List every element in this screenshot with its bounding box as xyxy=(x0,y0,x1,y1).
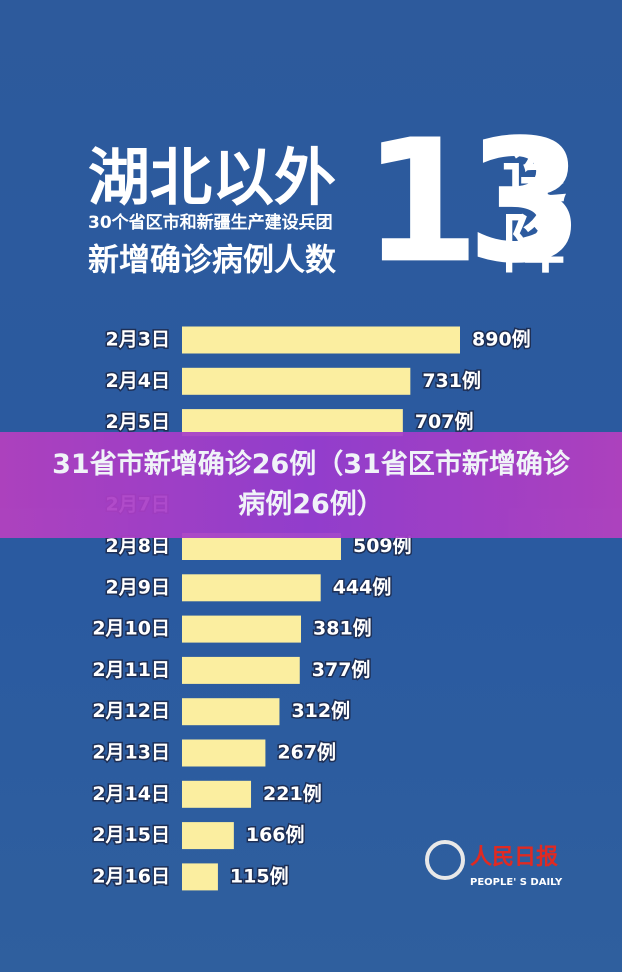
bar xyxy=(182,326,460,354)
bar xyxy=(182,574,321,602)
category-label: 2月9日 xyxy=(106,576,170,598)
banner-text: 31省市新增确诊26例（31省区市新增确诊病例26例） xyxy=(52,449,570,520)
bar xyxy=(182,739,266,767)
logo-english: PEOPLE' S DAILY xyxy=(470,877,563,888)
title: 湖北以外 xyxy=(88,141,336,214)
value-label: 312例 xyxy=(291,699,350,722)
logo-name: 人民日报 xyxy=(470,845,558,870)
category-label: 2月5日 xyxy=(106,411,170,433)
value-label: 731例 xyxy=(422,369,481,392)
category-label: 2月8日 xyxy=(106,535,170,557)
banner: 31省市新增确诊26例（31省区市新增确诊病例26例） xyxy=(0,432,622,538)
bar xyxy=(182,780,252,808)
category-label: 2月4日 xyxy=(106,370,170,392)
category-label: 2月15日 xyxy=(92,824,170,846)
category-label: 2月16日 xyxy=(92,865,170,887)
value-label: 267例 xyxy=(277,741,336,764)
category-label: 2月13日 xyxy=(92,742,170,764)
bar xyxy=(182,367,411,395)
tagline: 连降 xyxy=(491,140,565,280)
bar xyxy=(182,409,403,437)
logo-icon xyxy=(425,840,465,880)
big-number: 13 xyxy=(362,103,571,301)
value-label: 707例 xyxy=(415,410,474,433)
bar xyxy=(182,656,300,684)
value-label: 444例 xyxy=(333,575,392,598)
category-label: 2月10日 xyxy=(92,618,170,640)
value-label: 377例 xyxy=(312,658,371,681)
value-label: 381例 xyxy=(313,617,372,640)
subtitle: 30个省区市和新疆生产建设兵团 xyxy=(88,212,333,233)
caption: 新增确诊病例人数 xyxy=(88,243,336,279)
value-label: 166例 xyxy=(246,823,305,846)
bar xyxy=(182,863,218,891)
bar xyxy=(182,822,234,850)
category-label: 2月12日 xyxy=(92,700,170,722)
bar xyxy=(182,698,280,726)
category-label: 2月11日 xyxy=(92,659,170,681)
bar xyxy=(182,615,302,643)
value-label: 890例 xyxy=(472,328,531,351)
value-label: 221例 xyxy=(263,782,322,805)
value-label: 115例 xyxy=(230,864,289,887)
category-label: 2月14日 xyxy=(92,783,170,805)
category-label: 2月3日 xyxy=(106,329,170,351)
